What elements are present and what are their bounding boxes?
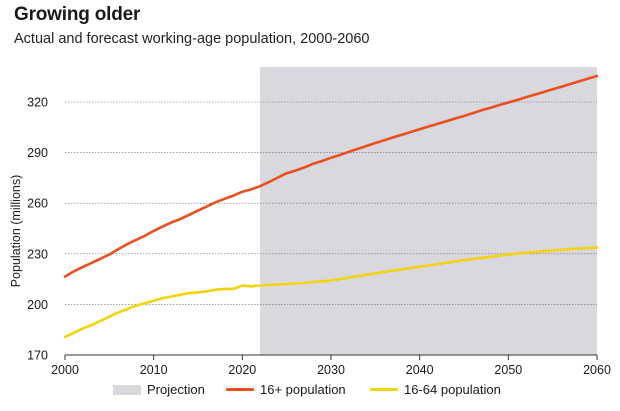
chart-title: Growing older: [14, 4, 141, 25]
x-tick-label-2010: 2010: [140, 363, 168, 377]
legend-swatch-16-64: [370, 388, 398, 391]
series-line-16-64: [63, 246, 599, 339]
legend-label-projection: Projection: [147, 382, 205, 397]
y-tick-label-260: 260: [27, 197, 48, 211]
x-tick-label-2050: 2050: [494, 363, 522, 377]
chart-legend: Projection 16+ population 16-64 populati…: [0, 382, 620, 402]
x-tick-label-2020: 2020: [228, 363, 256, 377]
projection-band: [260, 67, 597, 355]
legend-item-16-64: 16-64 population: [370, 382, 501, 397]
legend-item-16plus: 16+ population: [226, 382, 346, 397]
x-tick-label-2060: 2060: [583, 363, 611, 377]
y-tick-label-170: 170: [27, 349, 48, 363]
x-tick-label-2040: 2040: [406, 363, 434, 377]
legend-label-16-64: 16-64 population: [404, 382, 501, 397]
legend-swatch-projection: [113, 384, 141, 395]
x-tick-label-2000: 2000: [51, 363, 79, 377]
y-tick-label-230: 230: [27, 247, 48, 261]
y-tick-label-290: 290: [27, 146, 48, 160]
y-tick-label-200: 200: [27, 298, 48, 312]
legend-item-projection: Projection: [113, 382, 205, 397]
y-axis-label: Population (millions): [9, 175, 23, 288]
legend-label-16plus: 16+ population: [260, 382, 346, 397]
legend-swatch-16plus: [226, 388, 254, 391]
y-tick-label-320: 320: [27, 96, 48, 110]
series-line-16plus: [63, 74, 599, 278]
x-tick-label-2030: 2030: [317, 363, 345, 377]
chart-subtitle: Actual and forecast working-age populati…: [14, 31, 370, 47]
